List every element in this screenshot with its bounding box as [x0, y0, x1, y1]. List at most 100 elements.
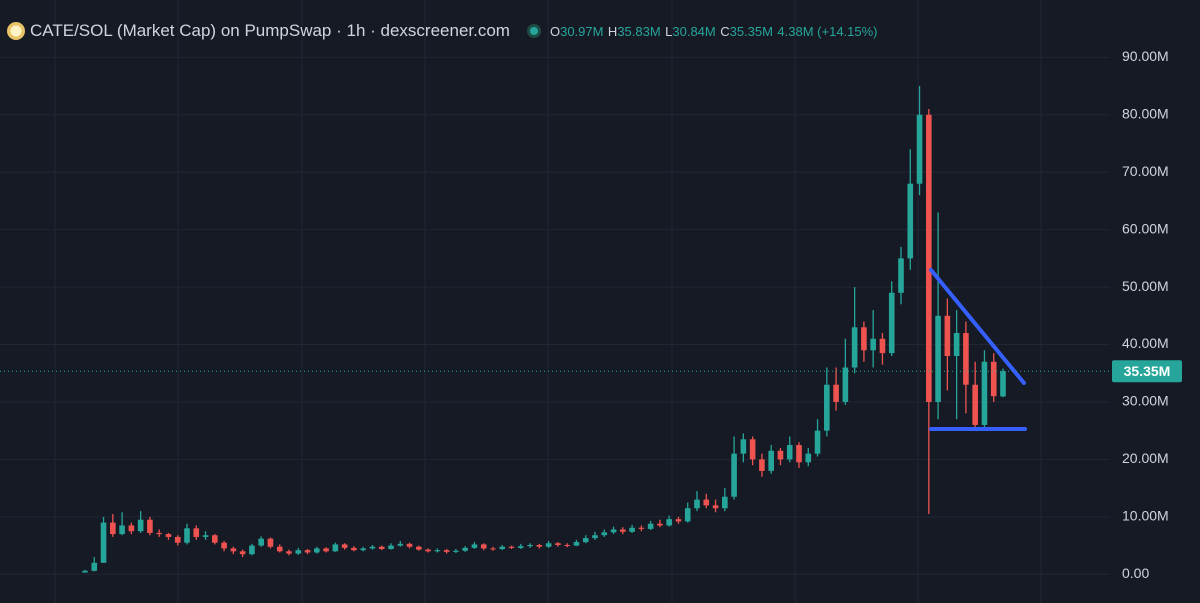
legend-value: 30.84M — [672, 23, 716, 39]
candle-body — [768, 450, 774, 471]
candle-body — [879, 338, 886, 354]
y-tick-label: 50.00M — [1122, 278, 1169, 294]
candle-body — [888, 292, 895, 354]
candle-body — [573, 542, 580, 546]
candle-body — [935, 315, 941, 402]
candle-body — [712, 505, 719, 509]
candle-body — [193, 528, 200, 537]
candle-body — [759, 459, 765, 471]
y-tick-label: 0.00 — [1122, 565, 1149, 581]
header: CATE/SOL (Market Cap) on PumpSwap · 1h ·… — [6, 20, 878, 42]
price-axis: 0.00 10.00M 20.00M 30.00M 40.00M 50.00M 60.00M… — [0, 48, 1182, 581]
candle-body — [453, 550, 459, 552]
candle-body — [722, 496, 728, 509]
candle-body — [786, 445, 793, 460]
candle-body — [360, 548, 366, 551]
candle-body — [471, 544, 478, 548]
candles — [82, 86, 1006, 573]
candle-body — [91, 562, 98, 571]
candle-body — [434, 550, 441, 552]
candle-body — [314, 548, 320, 553]
trend-line — [929, 268, 1026, 385]
y-tick-label: 80.00M — [1122, 105, 1169, 121]
candle-body — [443, 550, 450, 552]
candle-body — [963, 333, 969, 385]
candle-body — [332, 544, 339, 552]
candle-body — [796, 445, 802, 463]
candle-body — [267, 538, 274, 547]
candle-body — [898, 258, 904, 293]
candle-body — [824, 384, 830, 431]
candle-body — [249, 545, 255, 555]
candle-body — [397, 543, 404, 546]
candle-body — [128, 525, 135, 532]
candle-body — [508, 546, 515, 548]
candle-body — [239, 551, 246, 555]
candle-body — [174, 536, 181, 543]
candle-body — [369, 546, 376, 549]
candle-body — [564, 544, 570, 546]
candle-body — [406, 543, 413, 547]
candle-body — [286, 551, 292, 554]
candle-body — [378, 546, 385, 550]
candle-body — [731, 453, 737, 497]
candle-body — [165, 534, 172, 537]
candle-body — [137, 519, 144, 532]
token-icon — [7, 22, 25, 40]
status-dot — [526, 24, 541, 38]
candle-body — [388, 545, 394, 550]
candle-body — [814, 430, 821, 454]
candle-body — [276, 546, 283, 552]
candle-body — [675, 519, 682, 522]
y-tick-label: 30.00M — [1122, 393, 1169, 409]
candle-body — [156, 532, 162, 535]
candle-body — [833, 384, 839, 402]
candle-body — [953, 333, 960, 357]
candle-body — [620, 529, 626, 532]
candle-body — [740, 439, 747, 454]
candle-body — [295, 550, 302, 554]
candle-body — [230, 548, 237, 552]
y-tick-label: 60.00M — [1122, 220, 1169, 236]
candle-body — [703, 499, 710, 506]
candle-body — [592, 535, 598, 539]
y-tick-label: 70.00M — [1122, 163, 1169, 179]
candle-body — [916, 114, 923, 184]
legend-value: 30.97M — [560, 23, 604, 39]
candle-body — [851, 327, 858, 368]
candle-body — [536, 544, 543, 547]
candle-body — [694, 499, 700, 509]
candle-body — [425, 549, 431, 552]
candle-body — [990, 361, 997, 397]
candle-body — [147, 519, 153, 533]
candle-body — [462, 547, 468, 551]
horizontal-grid — [0, 56, 1110, 575]
candle-body — [258, 538, 264, 546]
candle-body — [657, 523, 663, 526]
candle-body — [842, 367, 849, 402]
legend-value: 35.83M — [617, 23, 661, 39]
candle-body — [666, 519, 672, 526]
candle-body — [972, 384, 978, 425]
candle-body — [527, 544, 533, 547]
candle-body — [416, 546, 422, 550]
y-tick-label: 10.00M — [1122, 508, 1169, 524]
legend-value: 35.35M — [729, 23, 773, 39]
candle-body — [907, 183, 914, 259]
candle-body — [1000, 371, 1006, 397]
y-tick-label: 20.00M — [1122, 450, 1169, 466]
candle-body — [518, 546, 524, 548]
title: CATE/SOL (Market Cap) on PumpSwap · 1h ·… — [30, 21, 510, 40]
candle-body — [944, 315, 951, 357]
candle-body — [545, 543, 552, 547]
candle-body — [184, 528, 190, 543]
candle-body — [638, 527, 645, 529]
candle-body — [749, 439, 756, 460]
candle-body — [490, 548, 496, 550]
candle-body — [119, 525, 125, 535]
candle-body — [304, 550, 311, 553]
candle-body — [684, 508, 691, 522]
